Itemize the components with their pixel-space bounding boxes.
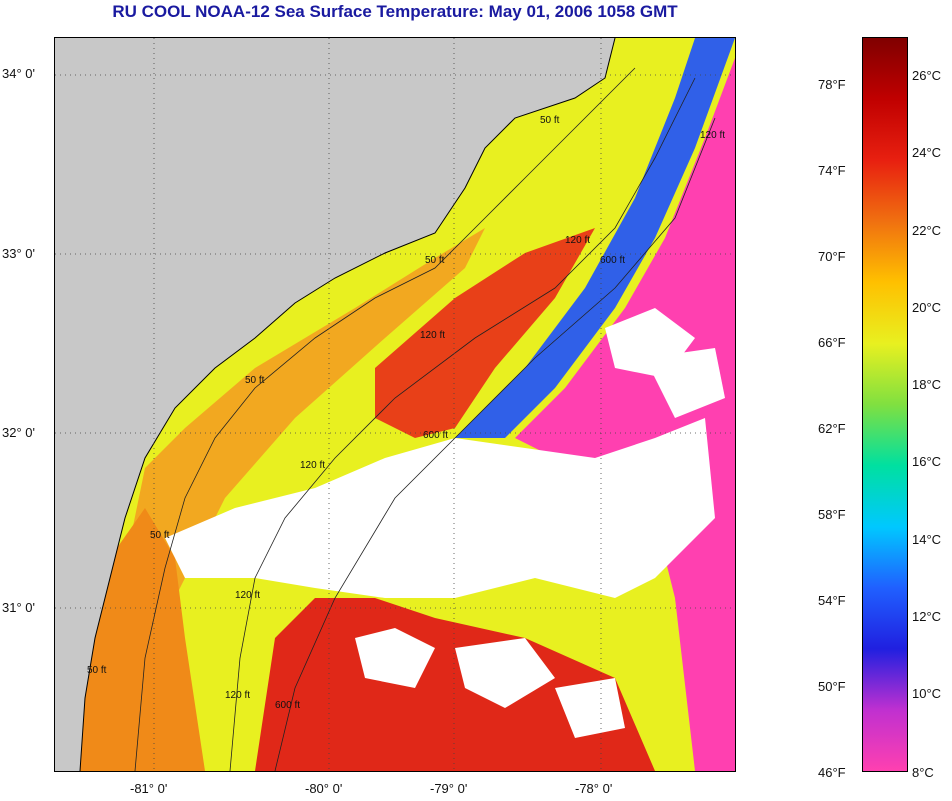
cloud-patch-south-1 — [355, 628, 435, 688]
contour-label: 600 ft — [275, 700, 300, 711]
celsius-label: 20°C — [912, 300, 941, 315]
colorbar — [862, 37, 908, 772]
contour-label: 120 ft — [565, 235, 590, 246]
graticule — [55, 38, 735, 771]
lat-label: 31° 0' — [2, 600, 35, 615]
lon-labels: -81° 0' -80° 0' -79° 0' -78° 0' — [130, 781, 612, 796]
contour-label: 50 ft — [540, 115, 560, 126]
lat-label: 32° 0' — [2, 425, 35, 440]
contour-label: 50 ft — [150, 530, 170, 541]
sst-map-canvas: 50 ft 50 ft 50 ft 50 ft 50 ft 120 ft 120… — [55, 38, 735, 771]
southern-red-region — [255, 598, 655, 771]
contour-120ft — [229, 77, 696, 771]
contour-label: 50 ft — [87, 665, 107, 676]
lon-label: -80° 0' — [305, 781, 342, 796]
contour-label: 120 ft — [420, 330, 445, 341]
cloud-patch-offshore-2 — [645, 348, 725, 418]
celsius-label: 14°C — [912, 532, 941, 547]
celsius-label: 24°C — [912, 145, 941, 160]
offshore-warm-water — [515, 58, 735, 771]
fahrenheit-label: 66°F — [818, 335, 846, 350]
fahrenheit-label: 62°F — [818, 421, 846, 436]
land-mass — [55, 38, 615, 771]
contour-50ft — [134, 67, 636, 771]
fahrenheit-label: 70°F — [818, 249, 846, 264]
fahrenheit-label: 78°F — [818, 77, 846, 92]
cloud-patch-south-2 — [455, 638, 555, 708]
colorbar-fill — [863, 38, 907, 771]
celsius-label: 8°C — [912, 765, 934, 780]
contour-label: 600 ft — [600, 255, 625, 266]
celsius-label: 10°C — [912, 686, 941, 701]
mid-shelf-red-band — [375, 228, 595, 438]
contour-label: 600 ft — [423, 430, 448, 441]
cloud-mask-central — [165, 418, 715, 598]
fahrenheit-label: 58°F — [818, 507, 846, 522]
celsius-label: 12°C — [912, 609, 941, 624]
contour-600ft — [274, 117, 716, 771]
fahrenheit-labels: 78°F 74°F 70°F 66°F 62°F 58°F 54°F 50°F … — [818, 77, 846, 780]
contour-label: 120 ft — [235, 590, 260, 601]
lat-labels: 34° 0' 33° 0' 32° 0' 31° 0' — [2, 66, 35, 615]
celsius-label: 18°C — [912, 377, 941, 392]
fahrenheit-label: 54°F — [818, 593, 846, 608]
fahrenheit-label: 74°F — [818, 163, 846, 178]
colorbar-gradient — [863, 38, 907, 771]
lon-label: -78° 0' — [575, 781, 612, 796]
page-title: RU COOL NOAA-12 Sea Surface Temperature:… — [112, 2, 678, 21]
fahrenheit-label: 50°F — [818, 679, 846, 694]
contour-labels: 50 ft 50 ft 50 ft 50 ft 50 ft 120 ft 120… — [87, 115, 725, 711]
contour-label: 120 ft — [700, 130, 725, 141]
lon-label: -81° 0' — [130, 781, 167, 796]
contour-label: 120 ft — [300, 460, 325, 471]
lon-label: -79° 0' — [430, 781, 467, 796]
celsius-label: 16°C — [912, 454, 941, 469]
fahrenheit-label: 46°F — [818, 765, 846, 780]
contour-label: 50 ft — [425, 255, 445, 266]
celsius-label: 26°C — [912, 68, 941, 83]
coastline — [79, 38, 616, 771]
sst-map: 50 ft 50 ft 50 ft 50 ft 50 ft 120 ft 120… — [54, 37, 736, 772]
lat-label: 33° 0' — [2, 246, 35, 261]
cloud-patch-south-3 — [555, 678, 625, 738]
celsius-label: 22°C — [912, 223, 941, 238]
celsius-labels: 26°C 24°C 22°C 20°C 18°C 16°C 14°C 12°C … — [912, 68, 941, 780]
contour-label: 120 ft — [225, 690, 250, 701]
lat-label: 34° 0' — [2, 66, 35, 81]
contour-label: 50 ft — [245, 375, 265, 386]
